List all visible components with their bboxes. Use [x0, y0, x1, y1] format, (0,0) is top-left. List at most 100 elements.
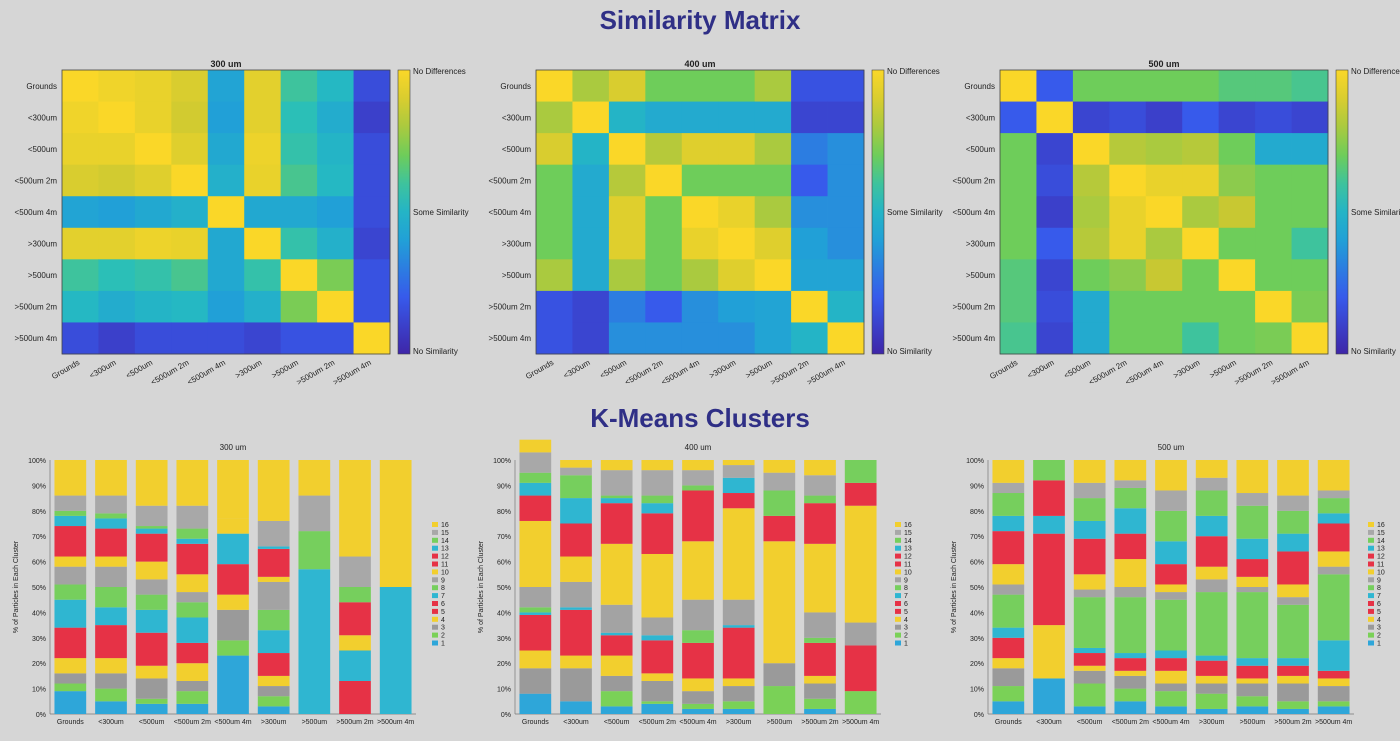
bar-segment-cluster-11 — [992, 531, 1025, 565]
bar-segment-cluster-14 — [1073, 498, 1106, 521]
bar-segment-cluster-7 — [298, 569, 331, 714]
heatmap-col-label: <300um — [88, 358, 118, 381]
heatmap-cell — [134, 322, 172, 355]
heatmap-cell — [1000, 290, 1037, 323]
heatmap-cell — [1182, 259, 1220, 292]
heatmap-cell — [1218, 70, 1256, 102]
bar-segment-cluster-2 — [1277, 701, 1309, 709]
bar-segment-cluster-4 — [1195, 675, 1228, 684]
heatmap-cell — [754, 164, 792, 197]
legend-entry: 16 — [1377, 522, 1385, 529]
legend-swatch — [1368, 522, 1374, 527]
heatmap-cell — [98, 322, 136, 355]
y-tick-label: 60% — [497, 560, 511, 567]
bar-segment-cluster-11 — [1277, 551, 1309, 585]
bar-segment-cluster-11 — [682, 490, 714, 542]
heatmap-cell — [171, 290, 209, 323]
bar-segment-cluster-1 — [1155, 706, 1187, 714]
legend-entry: 15 — [441, 530, 449, 537]
legend-entry: 14 — [1377, 538, 1385, 545]
heatmap-row-label: >500um 2m — [489, 303, 532, 312]
heatmap-cell — [280, 322, 318, 355]
heatmap-cell — [681, 196, 719, 229]
heatmap-cell — [62, 259, 99, 292]
bar-segment-cluster-10 — [763, 541, 796, 664]
legend-swatch — [432, 529, 438, 535]
bar-segment-cluster-10 — [641, 553, 674, 618]
bar-segment-cluster-11 — [95, 528, 127, 557]
bar-segment-cluster-11 — [257, 548, 290, 577]
heatmap-cell — [353, 164, 391, 197]
bar-segment-cluster-9 — [1155, 592, 1187, 600]
heatmap-cell — [280, 227, 318, 260]
bar-segment-cluster-10 — [1195, 566, 1228, 580]
heatmap-col-label: >500um 4m — [1269, 358, 1311, 387]
bar-segment-cluster-16 — [339, 460, 371, 557]
bar-segment-cluster-1 — [1236, 706, 1269, 714]
bar-segment-cluster-5 — [1277, 665, 1309, 676]
heatmap-cell — [827, 227, 865, 260]
bar-segment-cluster-7 — [1073, 647, 1106, 654]
y-tick-label: 20% — [32, 661, 46, 668]
bar-segment-cluster-15 — [992, 482, 1025, 494]
heatmap-cell — [1255, 259, 1292, 292]
heatmap-cell — [1255, 322, 1292, 355]
bar-segment-cluster-1 — [519, 693, 552, 714]
colorbar — [1335, 69, 1349, 355]
x-tick-label: Grounds — [995, 719, 1022, 726]
heatmap-cell — [1145, 196, 1183, 229]
heatmap-cell — [1182, 196, 1220, 229]
heatmap-col-label: <500um — [124, 358, 154, 381]
bar-segment-cluster-10 — [804, 543, 836, 613]
bar-segment-cluster-9 — [176, 592, 209, 603]
stacked-bar-chart-3: 500 um 0% 10% 20% 30% 40% 50% 60% 70% 80% 90% 100%%… — [951, 443, 1385, 726]
bar-segment-cluster-11 — [54, 526, 87, 557]
x-tick-label: Grounds — [57, 719, 84, 726]
bar-segment-cluster-1 — [1317, 706, 1350, 714]
bar-segment-cluster-13 — [560, 498, 592, 524]
heatmap-title: 300 um — [210, 59, 241, 69]
bar-segment-cluster-5 — [217, 564, 249, 595]
heatmap-cell — [681, 70, 719, 102]
bar-segment-cluster-3 — [641, 680, 674, 702]
bar-segment-cluster-7 — [1033, 515, 1065, 534]
heatmap-cell — [681, 164, 719, 197]
heatmap-cell — [791, 133, 828, 166]
colorbar-bottom-label: No Similarity — [1351, 347, 1396, 356]
y-tick-label: 20% — [970, 661, 984, 668]
bar-segment-cluster-16 — [1317, 460, 1350, 491]
heatmap-row-label: >500um 4m — [15, 334, 58, 343]
heatmap-cell — [207, 101, 245, 134]
legend-swatch — [1368, 529, 1374, 535]
bar-segment-cluster-15 — [1317, 490, 1350, 499]
heatmap-cell — [1072, 196, 1110, 229]
bar-segment-cluster-2 — [600, 691, 633, 707]
heatmap-cell — [171, 322, 209, 355]
heatmap-cell — [572, 133, 610, 166]
heatmap-cell — [1291, 164, 1329, 197]
heatmap-cell — [791, 227, 828, 260]
bar-segment-cluster-4 — [1114, 670, 1147, 676]
bar-segment-cluster-5 — [1114, 658, 1147, 671]
bar-segment-cluster-9 — [1277, 597, 1309, 605]
heatmap-col-label: <500um 4m — [1124, 358, 1166, 387]
heatmap-cell — [171, 164, 209, 197]
heatmap-cell — [536, 133, 573, 166]
x-tick-label: >300um — [1199, 719, 1225, 726]
legend-swatch — [432, 569, 438, 575]
heatmap-row-label: <500um 4m — [15, 208, 58, 217]
bar-segment-cluster-4 — [1073, 665, 1106, 671]
bar-segment-cluster-14 — [682, 485, 714, 491]
bar-segment-cluster-9 — [257, 581, 290, 610]
bar-segment-cluster-11 — [641, 513, 674, 554]
bar-segment-cluster-1 — [804, 708, 836, 714]
bar-segment-cluster-8 — [682, 630, 714, 643]
heatmap-cell — [280, 164, 318, 197]
bar-segment-cluster-2 — [682, 703, 714, 709]
heatmap-col-label: >500um — [744, 358, 774, 381]
heatmap-cell — [1036, 70, 1074, 102]
bar-segment-cluster-13 — [1155, 541, 1187, 565]
heatmap-cell — [280, 133, 318, 166]
heatmap-cell — [1072, 133, 1110, 166]
heatmap-cell — [1182, 227, 1220, 260]
